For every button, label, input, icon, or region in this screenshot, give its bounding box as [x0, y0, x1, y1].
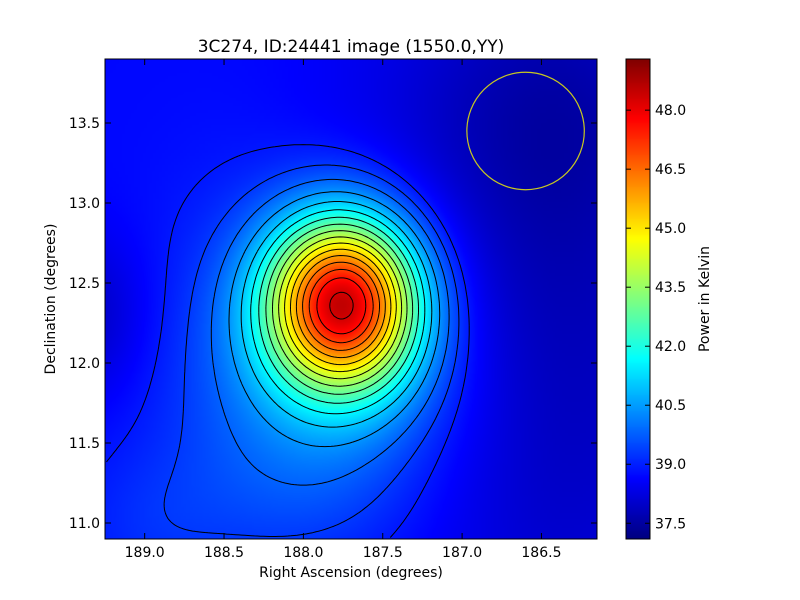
contour-line-1 — [163, 164, 460, 537]
colorbar-frame — [625, 58, 651, 540]
contour-line-0 — [106, 144, 470, 538]
contour-line-9 — [278, 236, 403, 380]
y-axis-ticks: 11.0 11.5 12.0 12.5 13.0 13.5 — [69, 116, 597, 532]
y-tick-label: 12.0 — [69, 356, 100, 372]
contour-lines — [106, 144, 470, 538]
y-tick-label: 11.0 — [69, 516, 100, 532]
y-axis-label: Declination (degrees) — [43, 224, 59, 375]
x-tick-label: 186.5 — [521, 545, 561, 561]
colorbar-tick-label: 46.5 — [655, 162, 686, 178]
contour-line-7 — [265, 223, 414, 395]
contour-line-3 — [228, 191, 441, 448]
colorbar-tick-label: 39.0 — [655, 457, 686, 473]
contour-line-10 — [284, 242, 397, 373]
chart-title: 3C274, ID:24441 image (1550.0,YY) — [198, 37, 505, 57]
contour-line-2 — [210, 178, 450, 486]
colorbar-tick-label: 48.0 — [655, 103, 686, 119]
beam-circle — [466, 71, 585, 191]
y-tick-label: 13.0 — [69, 196, 100, 212]
colorbar-tick-label: 42.0 — [655, 339, 686, 355]
x-tick-label: 187.0 — [442, 545, 482, 561]
colorbar-ticks: 37.5 39.0 40.5 42.0 43.5 45.0 46.5 48.0 — [626, 103, 686, 532]
y-tick-label: 11.5 — [69, 436, 100, 452]
y-tick-label: 13.5 — [69, 116, 100, 132]
x-tick-label: 189.0 — [125, 545, 165, 561]
contour-line-8 — [272, 230, 408, 387]
plot-frame — [104, 58, 598, 540]
y-tick-label: 12.5 — [69, 276, 100, 292]
colorbar-tick-label: 43.5 — [655, 280, 686, 296]
x-axis-ticks: 189.0 188.5 188.0 187.5 187.0 186.5 — [125, 59, 561, 561]
colorbar: 37.5 39.0 40.5 42.0 43.5 45.0 46.5 48.0 Power i… — [625, 58, 713, 540]
contour-line-6 — [258, 216, 419, 404]
colorbar-gradient — [626, 59, 650, 539]
x-tick-label: 188.0 — [283, 545, 323, 561]
contour-line-13 — [302, 261, 380, 351]
plot-area — [104, 58, 598, 540]
colorbar-tick-label: 37.5 — [655, 516, 686, 532]
contour-line-14 — [308, 268, 374, 344]
colorbar-tick-label: 45.0 — [655, 221, 686, 237]
contour-line-12 — [295, 255, 386, 359]
contour-line-16 — [329, 291, 354, 320]
contour-line-11 — [290, 248, 392, 366]
colorbar-tick-label: 40.5 — [655, 398, 686, 414]
contour-line-15 — [316, 277, 367, 335]
contour-line-5 — [250, 209, 426, 415]
colorbar-label: Power in Kelvin — [697, 246, 713, 352]
x-tick-label: 188.5 — [204, 545, 244, 561]
x-axis-label: Right Ascension (degrees) — [259, 565, 443, 581]
x-tick-label: 187.5 — [363, 545, 403, 561]
contour-line-4 — [240, 201, 433, 428]
